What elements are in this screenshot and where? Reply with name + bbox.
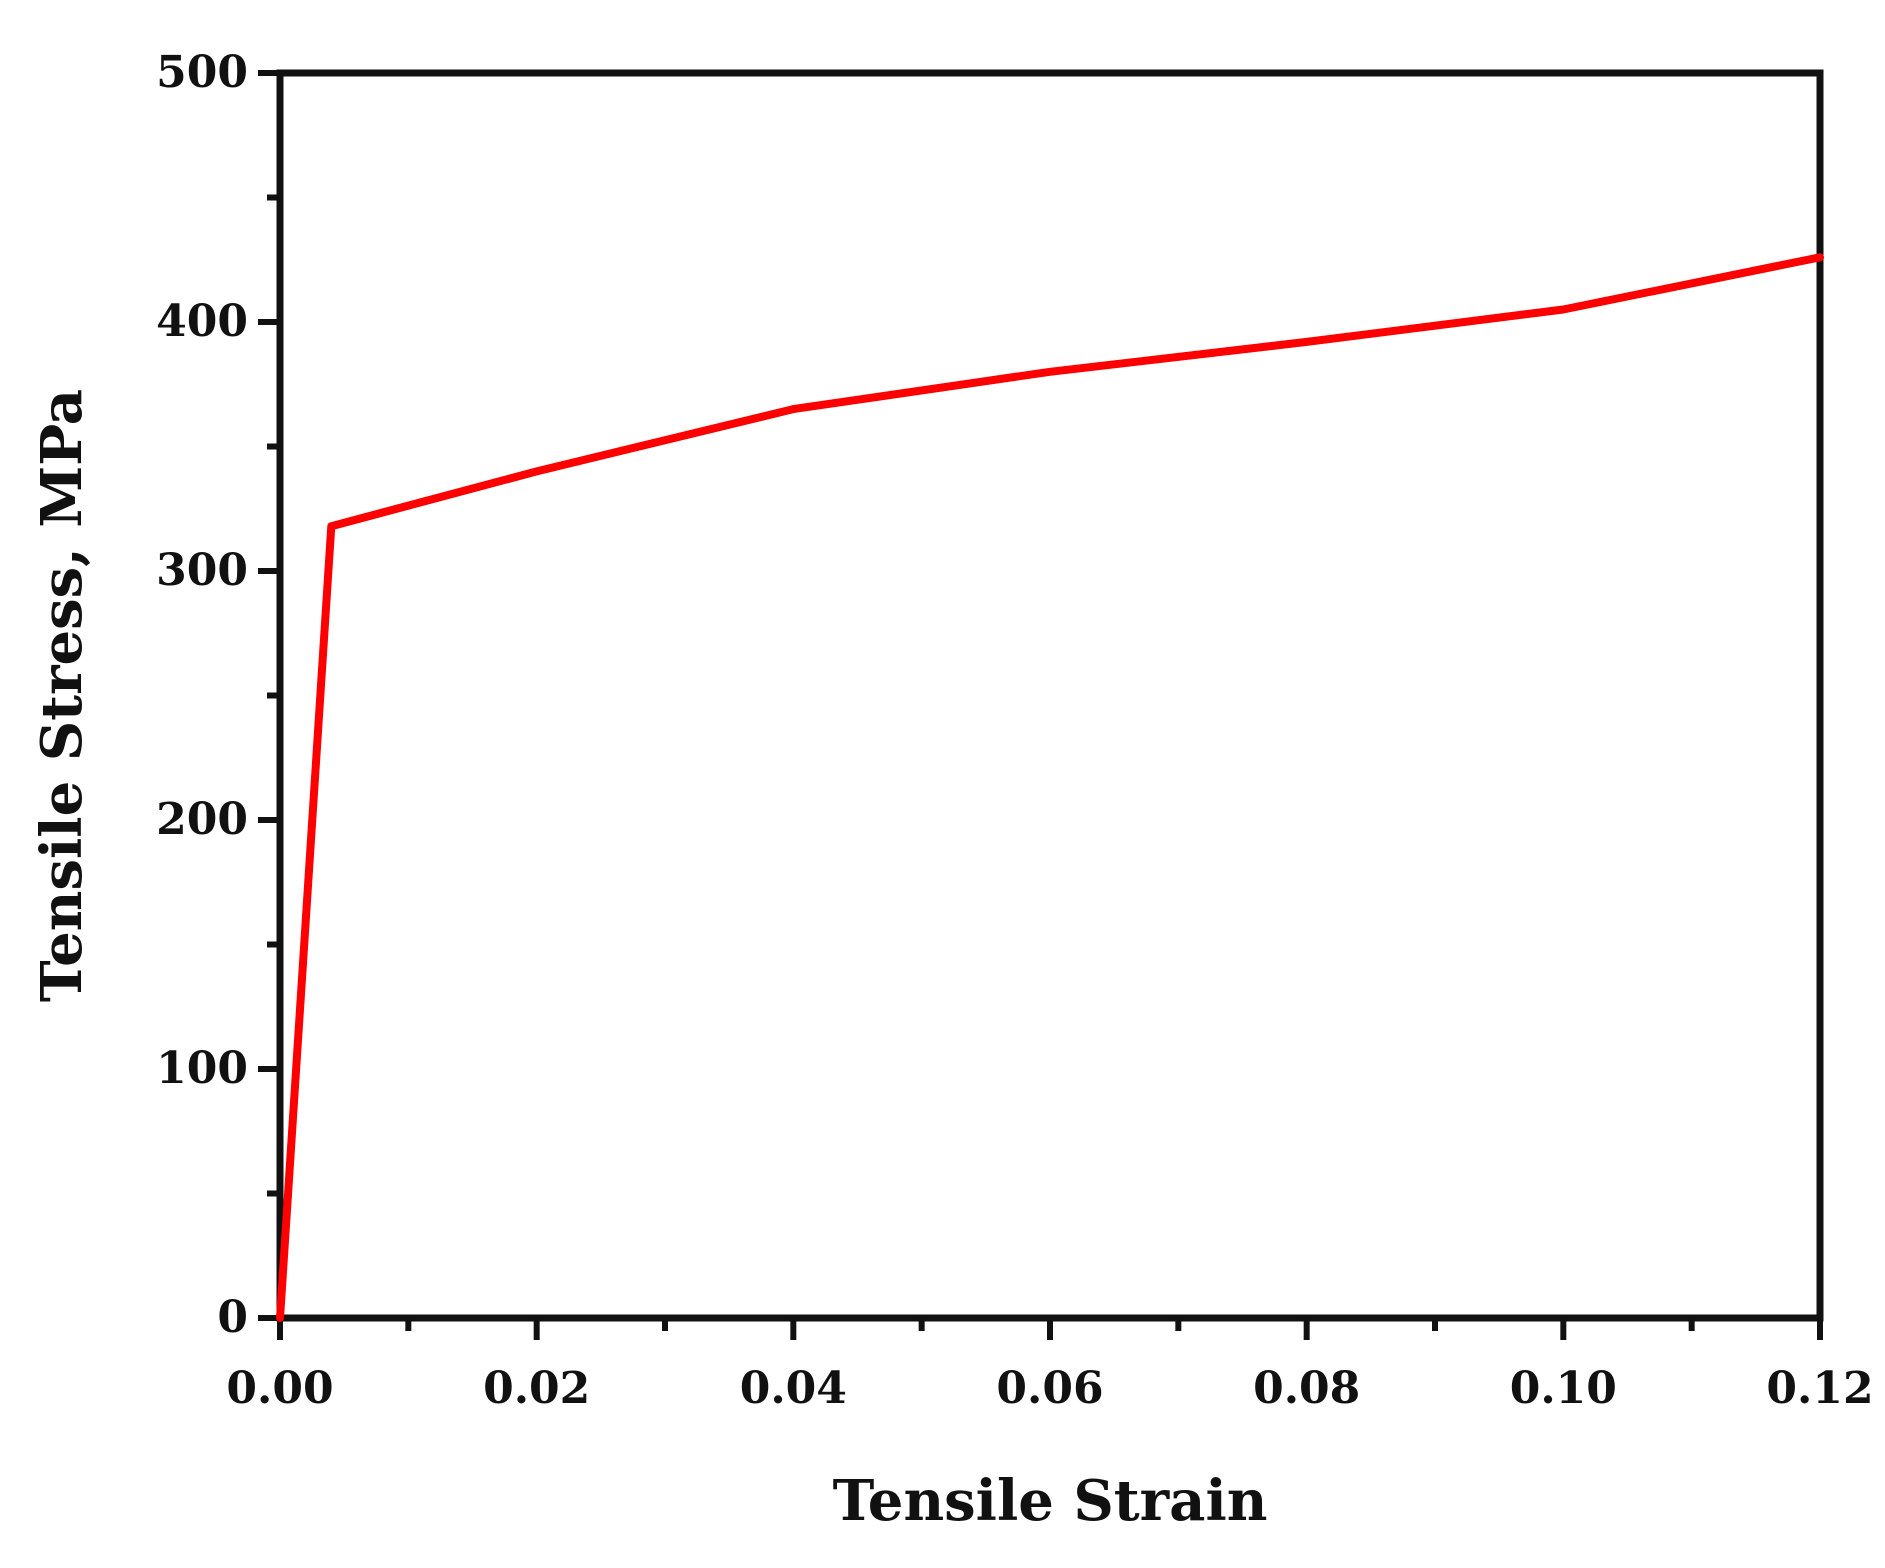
y-tick-label: 200 bbox=[156, 794, 248, 845]
x-tick-label: 0.10 bbox=[1510, 1363, 1617, 1414]
x-axis-title: Tensile Strain bbox=[833, 1468, 1268, 1534]
y-tick-label: 400 bbox=[156, 296, 248, 347]
plot-frame-layer bbox=[276, 69, 1824, 1322]
y-tick-label: 300 bbox=[156, 545, 248, 596]
tick-labels-layer: 0.00 0.02 0.04 0.06 0.08 0.10 0.12 0 100 200 300 40… bbox=[156, 47, 1873, 1414]
x-tick-label: 0.06 bbox=[996, 1363, 1103, 1414]
y-tick-label: 0 bbox=[217, 1292, 248, 1343]
series-layer bbox=[276, 253, 1824, 1322]
x-tick-label: 0.02 bbox=[483, 1363, 590, 1414]
y-axis-title: Tensile Stress, MPa bbox=[29, 389, 95, 1002]
x-tick-label: 0.00 bbox=[226, 1363, 333, 1414]
y-tick-label: 500 bbox=[156, 47, 248, 98]
x-tick-label: 0.08 bbox=[1253, 1363, 1360, 1414]
series-line bbox=[276, 253, 1824, 1322]
tick-marks-layer bbox=[258, 70, 1823, 1340]
plot-frame bbox=[276, 69, 1824, 1322]
y-tick-label: 100 bbox=[156, 1043, 248, 1094]
x-tick-label: 0.04 bbox=[740, 1363, 847, 1414]
x-tick-label: 0.12 bbox=[1766, 1363, 1873, 1414]
